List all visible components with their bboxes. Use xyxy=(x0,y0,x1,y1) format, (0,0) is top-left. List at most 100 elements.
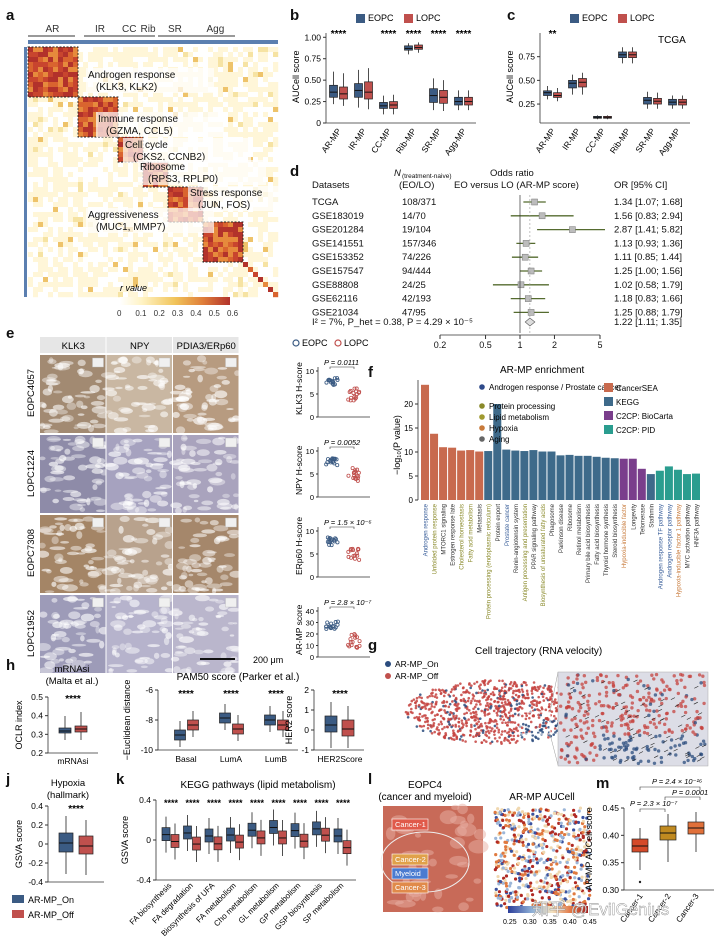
trajectory-cell xyxy=(499,705,503,708)
module-label-name: Androgen response xyxy=(88,70,176,81)
trajectory-legend-off-dot xyxy=(385,673,391,679)
trajectory-cell xyxy=(489,692,493,696)
heatmap-cell xyxy=(98,147,104,153)
tissue-gland xyxy=(192,367,205,372)
heatmap-cell xyxy=(113,197,119,203)
zoom-cell xyxy=(604,685,608,690)
heatmap-cell xyxy=(73,232,79,238)
heatmap-cell xyxy=(188,57,194,63)
heatmap-cell xyxy=(258,132,264,138)
heatmap-cell xyxy=(203,52,209,58)
heatmap-cell xyxy=(268,142,274,148)
heatmap-cell xyxy=(43,247,49,253)
heatmap-cell xyxy=(133,232,139,238)
tissue-gland xyxy=(204,424,218,432)
heatmap-cell xyxy=(168,242,174,248)
trajectory-cell xyxy=(418,693,422,696)
enrichment-bar xyxy=(484,451,493,500)
heatmap-cell xyxy=(78,67,84,73)
heatmap-cell xyxy=(263,67,269,73)
heatmap-cell xyxy=(33,277,39,283)
trajectory-cell xyxy=(490,727,494,730)
enrichment-y-tick-label: 5 xyxy=(409,472,414,481)
heatmap-cell xyxy=(263,137,269,143)
heatmap-cell xyxy=(63,72,69,78)
heatmap-cell xyxy=(58,122,64,128)
heatmap-cell xyxy=(83,217,89,223)
heatmap-cell xyxy=(208,237,214,243)
zoom-cell xyxy=(607,705,612,709)
heatmap-cell xyxy=(98,257,104,263)
score-dot-lopc xyxy=(346,473,351,478)
heatmap-cell xyxy=(53,197,59,203)
heatmap-cell xyxy=(98,237,104,243)
heatmap-cell xyxy=(108,62,114,68)
heatmap-cell xyxy=(88,102,94,108)
heatmap-cell xyxy=(68,87,74,93)
heatmap-cell xyxy=(58,137,64,143)
forest-point xyxy=(521,253,529,261)
heatmap-cell xyxy=(108,237,114,243)
heatmap-cell xyxy=(238,282,244,288)
forest-point xyxy=(527,309,535,316)
tissue-gland xyxy=(204,367,219,375)
heatmap-cell xyxy=(68,287,74,293)
heatmap-cell xyxy=(263,222,269,228)
trajectory-cell xyxy=(540,727,544,731)
trajectory-cell xyxy=(540,706,543,709)
heatmap-cell xyxy=(118,262,124,268)
heatmap-cell xyxy=(223,292,229,298)
tissue-gland xyxy=(164,558,175,566)
zoom-cell xyxy=(656,749,661,753)
heatmap-cell xyxy=(268,132,274,138)
heatmap-cell xyxy=(268,157,274,163)
heatmap-cell xyxy=(173,52,179,58)
tissue-gland xyxy=(197,506,212,511)
score-dot-eopc xyxy=(335,622,340,627)
tissue-gland xyxy=(167,450,172,459)
heatmap-cell xyxy=(73,142,79,148)
heatmap-cell xyxy=(88,152,94,158)
tissue-gland xyxy=(41,403,47,409)
trajectory-cell xyxy=(512,734,516,738)
heatmap-cell xyxy=(68,182,74,188)
heatmap-cell xyxy=(43,97,49,103)
trajectory-cell xyxy=(475,699,479,703)
trajectory-cell xyxy=(493,737,497,740)
tissue-gland xyxy=(133,402,147,405)
heatmap-cell xyxy=(73,97,79,103)
heatmap-cell xyxy=(238,67,244,73)
forest-point xyxy=(538,212,546,220)
heatmap-cell xyxy=(183,232,189,238)
heatmap-cell xyxy=(263,112,269,118)
enrichment-bar xyxy=(556,455,565,500)
heatmap-cell xyxy=(28,252,34,258)
heatmap-cell xyxy=(93,47,99,53)
zoom-cell xyxy=(603,737,607,741)
heatmap-cell xyxy=(178,242,184,248)
module-label-bg xyxy=(86,68,214,93)
tissue-gland xyxy=(87,570,102,577)
heatmap-cell xyxy=(198,287,204,293)
heatmap-cell xyxy=(73,192,79,198)
heatmap-cell xyxy=(213,282,219,288)
trajectory-cell xyxy=(548,703,551,706)
heatmap-cell xyxy=(123,97,129,103)
heatmap-cell xyxy=(73,242,79,248)
heatmap-cell xyxy=(188,62,194,68)
heatmap-cell xyxy=(273,277,279,283)
heatmap-cell xyxy=(68,192,74,198)
heatmap-cell xyxy=(153,262,159,268)
heatmap-cell xyxy=(63,107,69,113)
heatmap-cell xyxy=(113,252,119,258)
zoom-cell xyxy=(701,739,706,743)
zoom-cell xyxy=(647,691,651,695)
heatmap-cell xyxy=(73,52,79,58)
heatmap-cell xyxy=(33,87,39,93)
zoom-cell xyxy=(677,743,682,747)
heatmap-cell xyxy=(63,222,69,228)
heatmap-cell xyxy=(28,97,34,103)
heatmap-cell xyxy=(73,202,79,208)
heatmap-cell xyxy=(173,272,179,278)
trajectory-cell xyxy=(406,715,410,719)
